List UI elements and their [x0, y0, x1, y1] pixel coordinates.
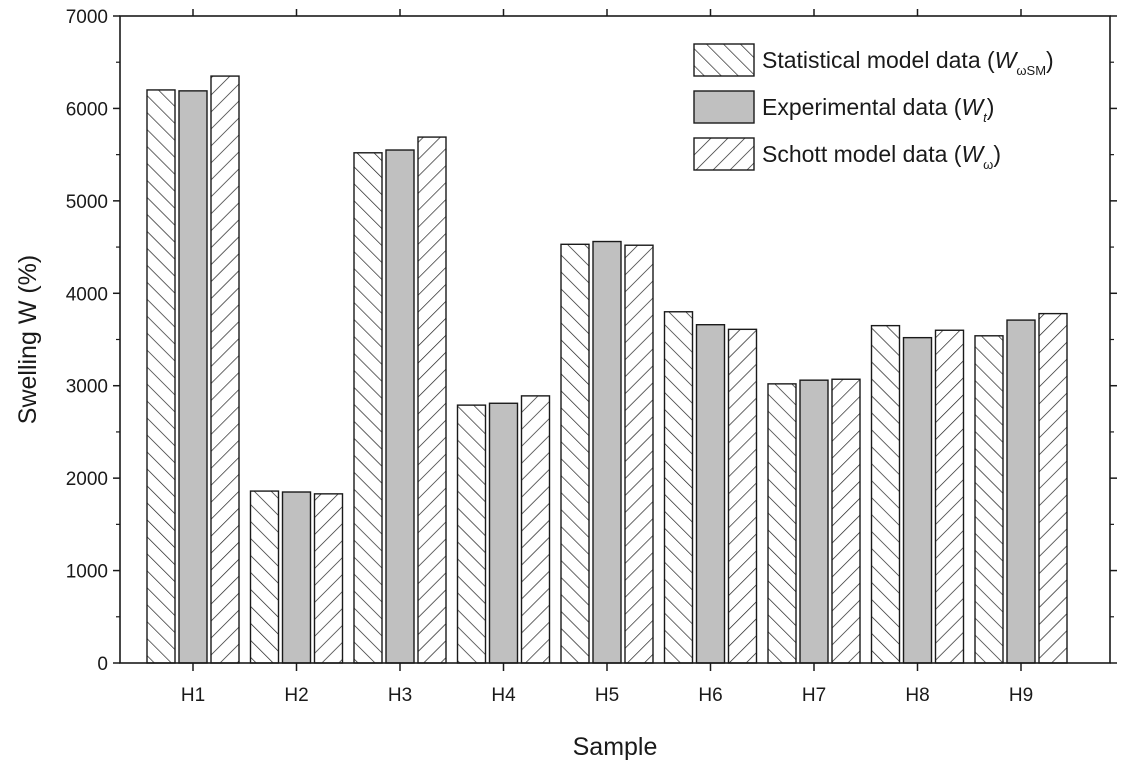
x-tick-label-h5: H5: [595, 685, 619, 706]
legend-label-exp: Experimental data (Wt): [762, 94, 994, 125]
x-tick-label-h2: H2: [284, 685, 308, 706]
bar-exp-h1: [178, 90, 208, 664]
bar-exp-h2: [281, 491, 312, 664]
bar-exp-h3: [385, 149, 415, 664]
y-tick-label-7000: 7000: [66, 7, 108, 28]
bar-exp-h5: [592, 240, 622, 664]
bar-schott-h9: [1038, 312, 1068, 664]
bar-exp-h4: [488, 402, 519, 664]
bar-schott-h8: [934, 329, 965, 664]
x-tick-label-h4: H4: [491, 685, 516, 706]
bar-schott-h7: [831, 378, 861, 664]
bar-exp-h9: [1006, 319, 1036, 664]
x-tick-label-h9: H9: [1009, 685, 1033, 706]
legend-label-schott: Schott model data (Wω): [762, 141, 1001, 172]
legend: Statistical model data (WωSM) Experimenta…: [693, 43, 1054, 172]
bar-schott-h3: [417, 136, 447, 664]
bar-sm-h2: [249, 490, 280, 664]
legend-swatch-schott: [693, 137, 755, 171]
legend-swatch-sm: [693, 43, 755, 77]
bar-schott-h5: [624, 244, 654, 664]
bar-sm-h9: [974, 335, 1004, 664]
y-tick-label-1000: 1000: [66, 562, 108, 583]
y-tick-label-2000: 2000: [66, 469, 108, 490]
bar-sm-h6: [663, 311, 694, 664]
bar-schott-h1: [210, 75, 240, 664]
x-tick-label-h7: H7: [802, 685, 826, 706]
bar-exp-h6: [695, 324, 726, 664]
bar-schott-h2: [313, 493, 344, 664]
bar-schott-h6: [727, 328, 758, 664]
bar-sm-h5: [560, 243, 590, 664]
x-tick-label-h6: H6: [698, 685, 722, 706]
bar-sm-h3: [353, 152, 383, 664]
bar-sm-h8: [870, 324, 901, 664]
y-tick-label-4000: 4000: [66, 284, 108, 305]
legend-swatch-exp: [693, 90, 755, 124]
legend-label-sm: Statistical model data (WωSM): [762, 47, 1054, 78]
y-tick-label-3000: 3000: [66, 377, 108, 398]
y-tick-label-5000: 5000: [66, 192, 108, 213]
bar-exp-h7: [799, 379, 829, 664]
bars-layer: [146, 75, 1068, 664]
bar-schott-h4: [520, 395, 551, 664]
bar-exp-h8: [902, 336, 933, 664]
x-tick-label-h3: H3: [388, 685, 412, 706]
x-tick-label-h8: H8: [905, 685, 929, 706]
bar-sm-h4: [456, 404, 487, 664]
bar-sm-h1: [146, 89, 176, 664]
y-tick-label-0: 0: [97, 654, 108, 675]
bar-sm-h7: [767, 383, 797, 664]
y-axis-title: Swelling W (%): [14, 255, 42, 424]
axes-layer: 0 1000 2000 3000 4000 5000 6000 7000 H1 H2 H3 H4 H5 H…: [14, 7, 1117, 761]
x-axis-title: Sample: [573, 733, 658, 761]
y-tick-label-6000: 6000: [66, 99, 108, 120]
x-tick-label-h1: H1: [181, 685, 205, 706]
